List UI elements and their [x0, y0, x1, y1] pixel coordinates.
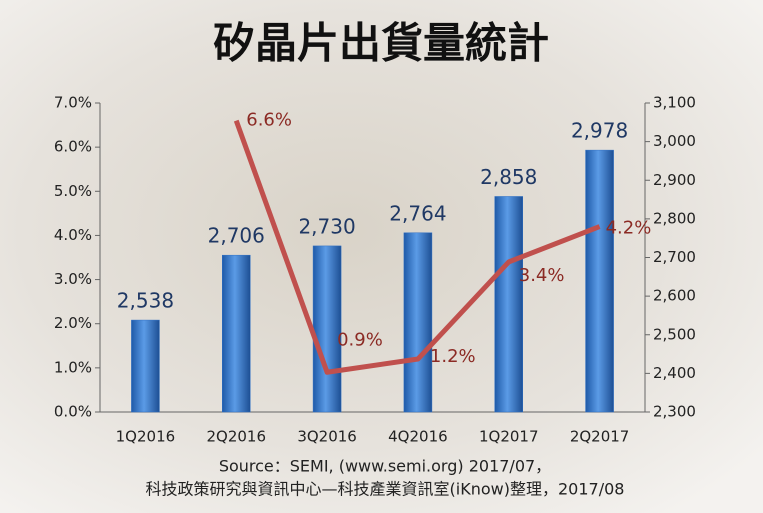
x-tick-label: 2Q2016: [206, 428, 266, 446]
x-tick-label: 2Q2017: [570, 428, 630, 446]
line-value-label: 6.6%: [246, 110, 292, 131]
bar: [131, 319, 160, 413]
line: [233, 119, 601, 375]
bar-value-label: 2,706: [208, 224, 265, 248]
line-value-label: 4.2%: [606, 218, 652, 239]
y2-tick-label: 2,800: [653, 209, 696, 227]
bar: [494, 196, 523, 413]
y2-tick-label: 2,400: [653, 364, 696, 382]
bar: [222, 254, 251, 413]
source-line: Source：SEMI, (www.semi.org) 2017/07，: [219, 457, 551, 476]
line-value-label: 1.2%: [430, 346, 476, 367]
source-line: 科技政策研究與資訊中心—科技產業資訊室(iKnow)整理，2017/08: [146, 480, 625, 499]
bar: [403, 232, 433, 413]
x-tick-label: 1Q2016: [116, 428, 176, 446]
y2-tick-label: 3,100: [653, 94, 696, 112]
line-value-label: 0.9%: [337, 329, 383, 350]
y-tick-label: 7.0%: [54, 94, 92, 112]
y2-tick-label: 3,000: [653, 132, 696, 150]
bar-value-label: 2,764: [389, 201, 446, 225]
y-tick-label: 4.0%: [54, 226, 92, 244]
y-tick-label: 5.0%: [54, 182, 92, 200]
bar: [585, 149, 614, 413]
y2-tick-label: 2,600: [653, 287, 696, 305]
line-value-label: 3.4%: [519, 265, 565, 286]
y2-tick-label: 2,700: [653, 248, 696, 266]
y-tick-label: 1.0%: [54, 358, 92, 376]
x-tick-label: 4Q2016: [388, 428, 448, 446]
y-tick-label: 2.0%: [54, 314, 92, 332]
y-tick-label: 6.0%: [54, 138, 92, 156]
chart-title: 矽晶片出貨量統計: [213, 19, 549, 68]
y2-tick-label: 2,300: [653, 403, 696, 421]
bar-value-label: 2,538: [117, 289, 174, 313]
y-tick-label: 0.0%: [54, 403, 92, 421]
bar-value-label: 2,978: [571, 119, 628, 143]
bar: [312, 245, 342, 413]
bar-value-label: 2,858: [480, 165, 537, 189]
bar-value-label: 2,730: [298, 214, 355, 238]
y-tick-label: 3.0%: [54, 270, 92, 288]
y2-tick-label: 2,900: [653, 171, 696, 189]
x-tick-label: 3Q2016: [297, 428, 357, 446]
y2-tick-label: 2,500: [653, 325, 696, 343]
x-tick-label: 1Q2017: [479, 428, 539, 446]
